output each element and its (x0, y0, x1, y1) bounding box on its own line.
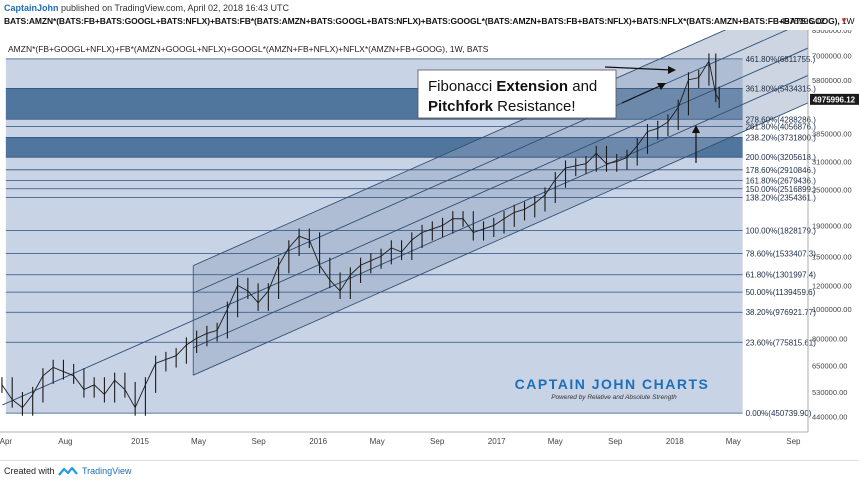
fib-level-label: 161.80%(2679436.) (746, 177, 817, 186)
annotation-bold-a: Extension (496, 78, 568, 95)
annotation-text-a: Fibonacci (428, 78, 496, 95)
x-tick-label: Apr (0, 437, 12, 446)
watermark: CAPTAIN JOHN CHARTS Powered by Relative … (515, 376, 710, 401)
fib-level-label: 78.60%(1533407.3) (746, 249, 817, 258)
price-line (1, 59, 720, 409)
pitchfork-lines (2, 30, 808, 406)
y-tick-label: 2500000.00 (812, 186, 852, 195)
x-tick-label: 2017 (488, 437, 506, 446)
tradingview-logo-icon[interactable] (58, 465, 78, 479)
pitchfork-median-line (2, 47, 808, 406)
fib-level-label: 0.00%(450739.90) (746, 409, 812, 418)
x-tick-label: Aug (58, 437, 72, 446)
fib-level-label: 361.80%(5434315.) (746, 84, 817, 93)
annotation-arrows (604, 66, 700, 163)
y-tick-label: 3100000.00 (812, 158, 852, 167)
annotation-box-bg (417, 69, 617, 119)
annotation-bold-b: Pitchfork (428, 98, 494, 115)
fib-level-label: 261.80%(4056876.) (746, 122, 817, 131)
arrow-head-up (692, 125, 700, 133)
pitchfork-parallel-line (193, 102, 808, 376)
current-price-badge: 4975996.12 (810, 93, 859, 105)
y-tick-label: 800000.00 (812, 334, 847, 343)
arrow-to-extension (604, 66, 673, 71)
fib-level-label: 238.20%(3731800.) (746, 133, 817, 142)
y-tick-label: 530000.00 (812, 388, 847, 397)
interval-text: 1W (841, 16, 855, 26)
fib-level-label: 461.80%(6811755.) (746, 55, 816, 64)
current-price-badge-text: 4975996.12 (813, 95, 856, 104)
y-tick-label: 8500000.00 (812, 30, 852, 35)
pitchfork-parallel-line (193, 30, 727, 267)
author-line: CaptainJohn published on TradingView.com… (4, 3, 289, 13)
fib-level-label: 178.60%(2910846.) (746, 166, 817, 175)
annotation-box: Fibonacci Extension and Pitchfork Resist… (417, 69, 617, 119)
x-tick-label: 2016 (309, 437, 327, 446)
fib-level-label: 138.20%(2354361.) (746, 193, 817, 202)
fib-level-label: 23.60%(775815.61) (746, 338, 817, 347)
candles (1, 53, 720, 416)
y-tick-label: 440000.00 (812, 412, 847, 421)
x-tick-label: Sep (608, 437, 623, 446)
x-tick-label: Sep (786, 437, 801, 446)
y-tick-label: 3850000.00 (812, 129, 852, 138)
x-tick-label: Sep (251, 437, 266, 446)
watermark-subtitle: Powered by Relative and Absolute Strengt… (551, 394, 677, 401)
pitchfork-parallel-line (193, 75, 808, 349)
fib-level-label: 38.20%(976921.77) (746, 308, 817, 317)
x-tick-label: Sep (430, 437, 445, 446)
x-tick-label: May (548, 437, 563, 446)
fib-level-label: 61.80%(1301997.4) (746, 271, 817, 280)
fib-dark-band (5, 137, 743, 158)
x-axis[interactable]: Apr Aug 2015 May Sep 2016 May Sep 2017 May Sep 2018… (0, 431, 808, 446)
fib-level-label: 278.60%(4288286.) (746, 115, 817, 124)
y-axis[interactable]: 8500000.00 7000000.00 5800000.00 3850000.00… (807, 30, 852, 432)
arrow-head-extension (668, 66, 676, 74)
symbol-line: BATS:AMZN*(BATS:FB+BATS:GOOGL+BATS:NFLX)… (4, 16, 855, 26)
y-tick-label: 7000000.00 (812, 51, 852, 60)
y-tick-label: 1500000.00 (812, 252, 852, 261)
chart-canvas[interactable]: 0.00%(450739.90) 23.60%(775815.61) 38.20%(… (0, 30, 859, 460)
annotation-line-1: Fibonacci Extension and (428, 78, 597, 95)
watermark-title: CAPTAIN JOHN CHARTS (515, 376, 710, 392)
header: CaptainJohn published on TradingView.com… (0, 0, 859, 30)
x-tick-label: May (726, 437, 741, 446)
fib-labels: 0.00%(450739.90) 23.60%(775815.61) 38.20%(… (746, 55, 817, 418)
fib-lines (5, 58, 743, 414)
annotation-text-c: Resistance! (493, 98, 576, 115)
author-link[interactable]: CaptainJohn (4, 3, 59, 13)
x-tick-label: 2018 (666, 437, 684, 446)
fib-level-label: 50.00%(1139459.6) (746, 288, 816, 297)
fib-level-label: 100.00%(1828179.) (746, 226, 817, 235)
fib-level-label: 150.00%(2516899.) (746, 185, 817, 194)
x-tick-label: May (191, 437, 206, 446)
tradingview-link[interactable]: TradingView (82, 466, 132, 476)
y-tick-label: 1900000.00 (812, 221, 852, 230)
chart-legend: AMZN*(FB+GOOGL+NFLX)+FB*(AMZN+GOOGL+NFLX… (8, 44, 489, 54)
current-price-badge-bg (810, 93, 859, 105)
created-with-text: Created with (4, 466, 55, 476)
arrow-to-pitchfork (621, 84, 663, 104)
y-tick-label: 650000.00 (812, 361, 847, 370)
annotation-line-2: Pitchfork Resistance! (428, 98, 576, 115)
y-tick-label: 5800000.00 (812, 76, 852, 85)
fib-level-label: 200.00%(3205618.) (746, 153, 817, 162)
arrow-head-pitchfork (657, 83, 666, 90)
published-text: published on TradingView.com, April 02, … (61, 3, 290, 13)
x-tick-label: May (370, 437, 385, 446)
symbol-text: BATS:AMZN*(BATS:FB+BATS:GOOGL+BATS:NFLX)… (4, 16, 840, 26)
annotation-text-b: and (568, 78, 597, 95)
last-price-header: 4975996.12 (780, 16, 825, 26)
x-tick-label: 2015 (131, 437, 149, 446)
down-arrow-icon: ▼ (840, 16, 848, 25)
footer: Created with TradingView (0, 460, 859, 484)
y-tick-label: 1200000.00 (812, 281, 852, 290)
y-tick-label: 1000000.00 (812, 305, 852, 314)
